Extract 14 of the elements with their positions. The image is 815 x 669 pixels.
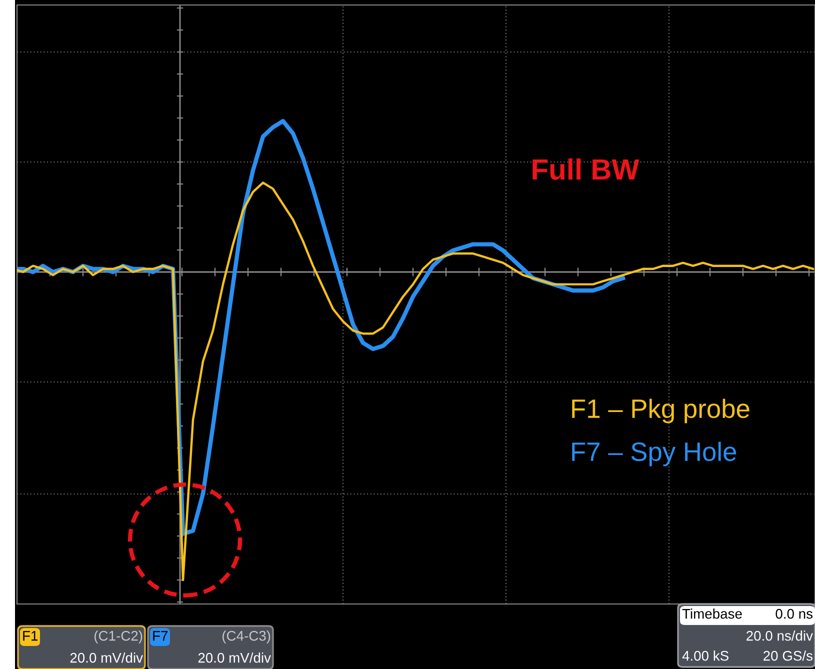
text: 20.0 mV/div (198, 652, 271, 663)
text: 20.0 ns/div (746, 630, 813, 641)
text: (C4-C3) (222, 630, 270, 644)
text: F7 (153, 631, 168, 641)
text: 4.00 kS (682, 650, 728, 661)
text: 20 GS/s (764, 650, 812, 661)
text: F1 – Pkg probe (572, 398, 750, 424)
text: 20.0 mV/div (70, 652, 143, 663)
text: 0.0 ns (776, 608, 812, 619)
text: F1 (23, 631, 38, 641)
text: F7 – Spy Hole (572, 442, 736, 466)
text: Timebase (682, 608, 742, 619)
annotation: Full BW (532, 158, 640, 180)
text: (C1-C2) (94, 630, 142, 644)
